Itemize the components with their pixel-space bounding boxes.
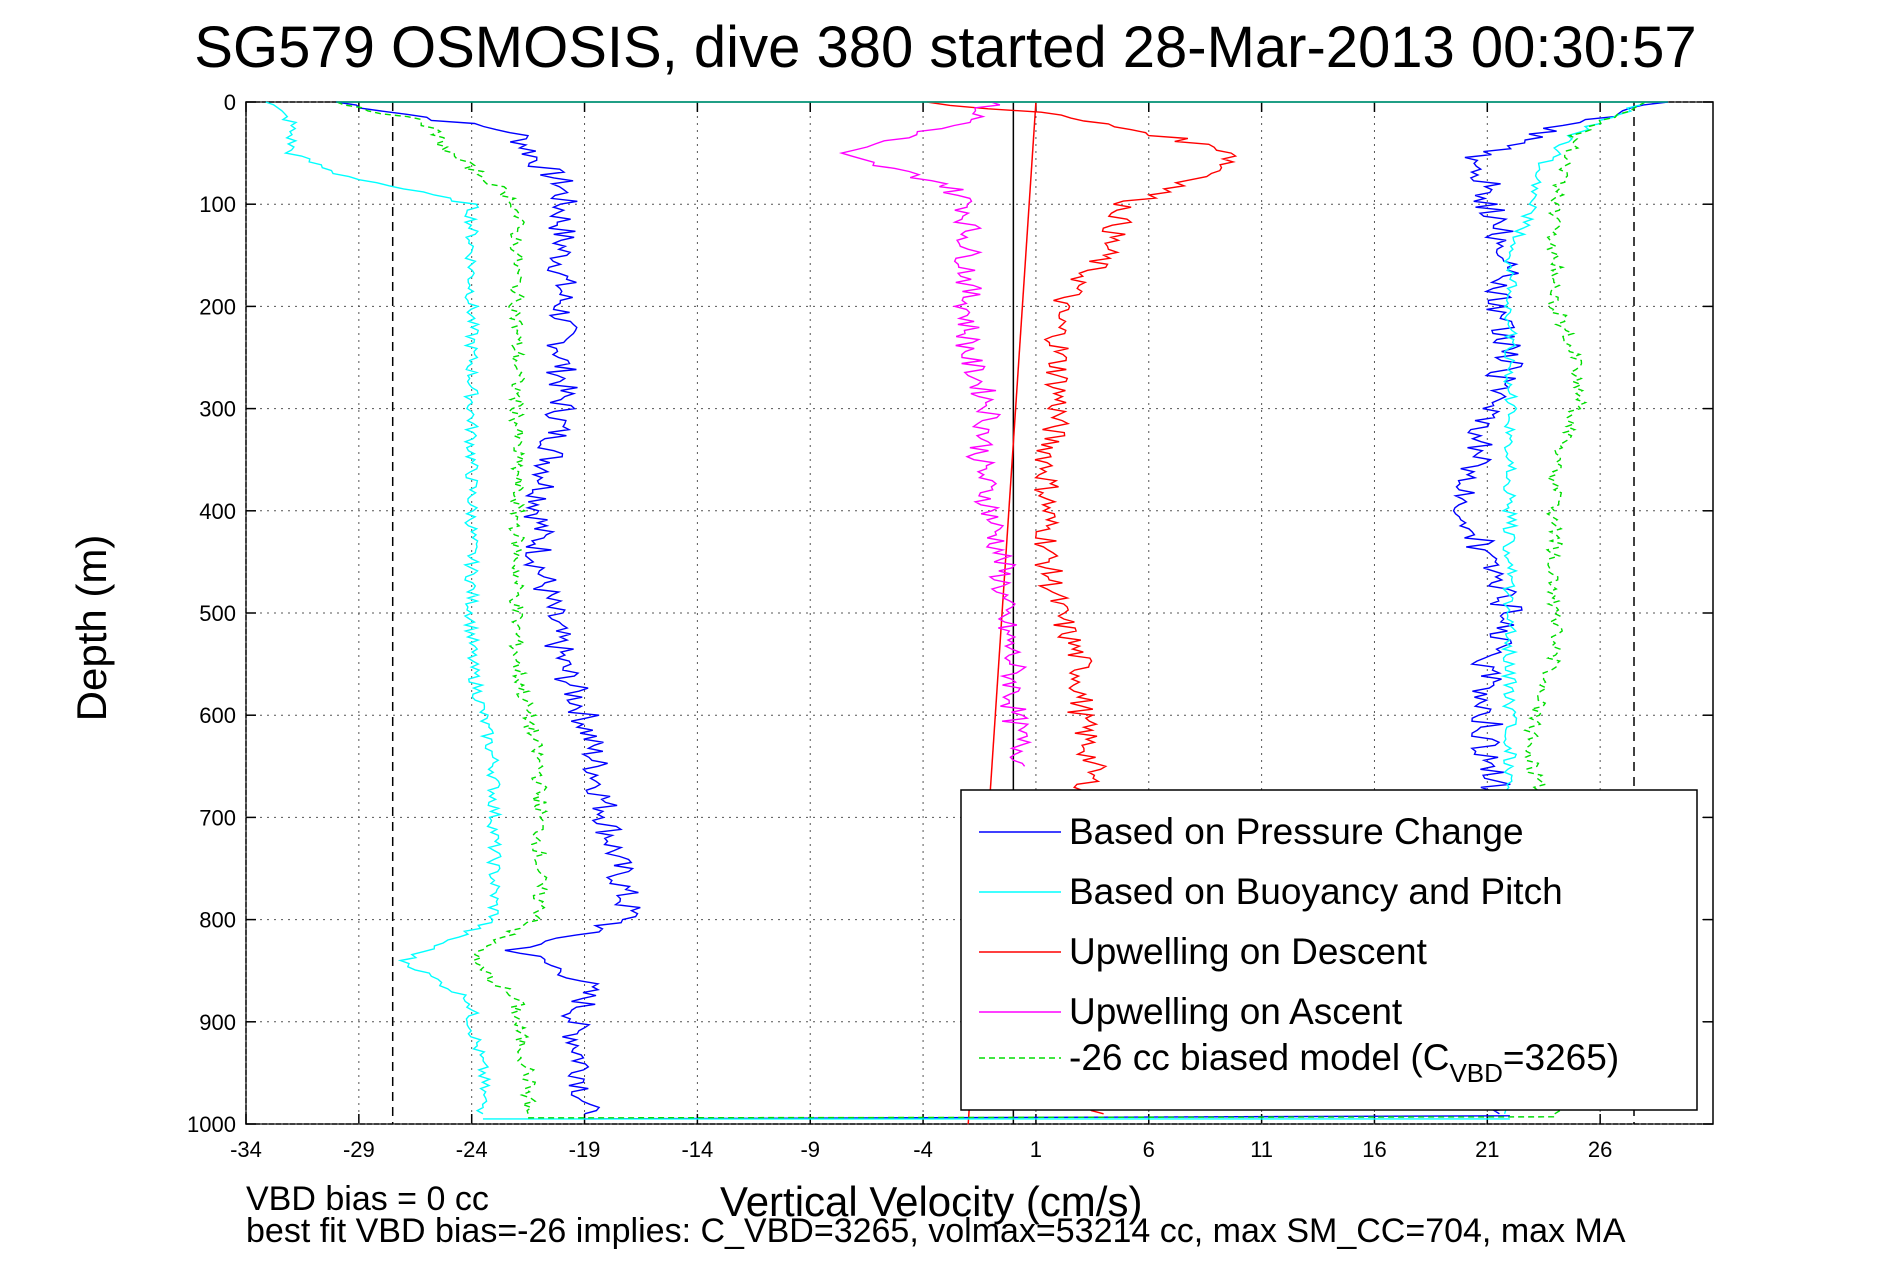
- y-tick-label: 800: [199, 908, 236, 933]
- y-tick-label: 600: [199, 703, 236, 728]
- y-tick-label: 0: [224, 90, 236, 115]
- chart-title: SG579 OSMOSIS, dive 380 started 28-Mar-2…: [194, 15, 1697, 80]
- legend-entry: Upwelling on Descent: [1069, 931, 1428, 972]
- legend-entry: -26 cc biased model (CVBD=3265): [1069, 1037, 1619, 1088]
- series-5-bottom-turn: [528, 1116, 1556, 1119]
- series-4-descent-line: [838, 101, 1033, 767]
- x-tick-label: -34: [230, 1137, 262, 1162]
- x-tick-label: -19: [569, 1137, 601, 1162]
- series-2-descent-line: [265, 101, 503, 1115]
- y-axis-label: Depth (m): [68, 534, 115, 722]
- y-tick-label: 900: [199, 1010, 236, 1035]
- x-tick-label: -14: [681, 1137, 713, 1162]
- x-tick-label: 6: [1143, 1137, 1155, 1162]
- x-tick-label: 21: [1475, 1137, 1499, 1162]
- y-tick-label: 500: [199, 601, 236, 626]
- x-tick-label: 1: [1030, 1137, 1042, 1162]
- x-tick-label: 16: [1362, 1137, 1386, 1162]
- legend-box: [960, 789, 1698, 1111]
- series-1-descent-line: [335, 101, 641, 1115]
- series-5-descent-line: [336, 101, 549, 1115]
- legend-entry: Upwelling on Ascent: [1069, 991, 1403, 1032]
- x-tick-label: -29: [343, 1137, 375, 1162]
- x-tick-label: 26: [1588, 1137, 1612, 1162]
- legend-entry: Based on Buoyancy and Pitch: [1069, 871, 1563, 912]
- y-tick-label: 300: [199, 397, 236, 422]
- x-axis-label: Vertical Velocity (cm/s): [720, 1178, 1143, 1225]
- best-fit-note: best fit VBD bias=-26 implies: C_VBD=326…: [246, 1212, 1626, 1250]
- x-tick-label: -4: [913, 1137, 933, 1162]
- x-tick-label: 11: [1250, 1137, 1273, 1162]
- y-tick-label: 700: [199, 805, 236, 830]
- y-tick-label: 200: [199, 294, 236, 319]
- x-tick-label: -24: [456, 1137, 488, 1162]
- y-tick-label: 1000: [187, 1112, 236, 1137]
- x-tick-label: -9: [800, 1137, 820, 1162]
- legend-entry: Based on Pressure Change: [1069, 811, 1524, 852]
- y-tick-label: 400: [199, 499, 236, 524]
- vbd-bias-note: VBD bias = 0 cc: [246, 1180, 489, 1218]
- y-tick-label: 100: [199, 192, 236, 217]
